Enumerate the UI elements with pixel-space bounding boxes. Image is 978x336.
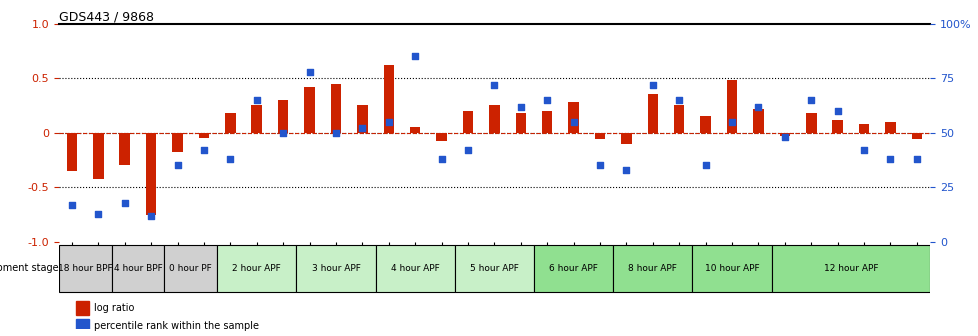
Point <box>222 156 238 162</box>
FancyBboxPatch shape <box>111 245 164 292</box>
Bar <box>76 319 89 333</box>
Point <box>460 148 475 153</box>
Text: GDS443 / 9868: GDS443 / 9868 <box>59 10 154 24</box>
Point <box>724 119 739 124</box>
Bar <box>331 84 341 133</box>
Point <box>196 148 211 153</box>
FancyBboxPatch shape <box>533 245 612 292</box>
Text: 10 hour APF: 10 hour APF <box>704 264 759 272</box>
Bar <box>410 127 420 133</box>
Point <box>354 126 370 131</box>
Bar <box>646 94 657 133</box>
Bar <box>568 102 578 133</box>
Text: 8 hour APF: 8 hour APF <box>628 264 677 272</box>
Point <box>512 104 528 109</box>
Point <box>882 156 898 162</box>
FancyBboxPatch shape <box>771 245 929 292</box>
Bar <box>278 100 289 133</box>
Bar <box>594 133 604 139</box>
Text: 12 hour APF: 12 hour APF <box>822 264 877 272</box>
Bar <box>251 106 262 133</box>
Bar <box>76 301 89 315</box>
Bar <box>489 106 499 133</box>
Bar <box>357 106 368 133</box>
Point <box>248 97 264 103</box>
FancyBboxPatch shape <box>376 245 455 292</box>
Text: 4 hour APF: 4 hour APF <box>390 264 439 272</box>
Bar <box>726 80 736 133</box>
Text: 4 hour BPF: 4 hour BPF <box>113 264 162 272</box>
Point <box>328 130 343 135</box>
FancyBboxPatch shape <box>296 245 376 292</box>
Bar <box>172 133 183 153</box>
Text: 5 hour APF: 5 hour APF <box>469 264 518 272</box>
Point <box>380 119 396 124</box>
Point <box>116 200 132 205</box>
FancyBboxPatch shape <box>59 245 111 292</box>
Text: 2 hour APF: 2 hour APF <box>232 264 281 272</box>
Point <box>169 163 185 168</box>
Bar <box>146 133 156 215</box>
Point <box>565 119 581 124</box>
Point <box>143 213 158 218</box>
Bar <box>119 133 130 165</box>
Bar <box>67 133 77 171</box>
FancyBboxPatch shape <box>455 245 533 292</box>
Point <box>645 82 660 87</box>
Point <box>90 211 106 216</box>
Point <box>777 134 792 140</box>
Point <box>909 156 924 162</box>
Point <box>829 108 845 114</box>
Bar <box>699 116 710 133</box>
FancyBboxPatch shape <box>164 245 217 292</box>
Point <box>433 156 449 162</box>
FancyBboxPatch shape <box>612 245 691 292</box>
Text: 0 hour PF: 0 hour PF <box>169 264 212 272</box>
FancyBboxPatch shape <box>691 245 771 292</box>
Bar <box>752 109 763 133</box>
Bar <box>542 111 552 133</box>
Point <box>539 97 555 103</box>
Bar <box>199 133 209 138</box>
Bar <box>620 133 631 144</box>
Bar <box>225 113 236 133</box>
Point <box>803 97 819 103</box>
Bar <box>884 122 895 133</box>
Bar <box>858 124 868 133</box>
Bar <box>436 133 446 141</box>
Point <box>592 163 607 168</box>
Text: log ratio: log ratio <box>94 303 134 313</box>
Text: 6 hour APF: 6 hour APF <box>549 264 598 272</box>
Bar <box>911 133 921 139</box>
Bar <box>383 65 394 133</box>
Bar <box>673 106 684 133</box>
Point <box>301 69 317 74</box>
Bar <box>778 133 789 136</box>
Point <box>671 97 687 103</box>
Point <box>407 53 422 59</box>
Bar <box>805 113 816 133</box>
Text: 18 hour BPF: 18 hour BPF <box>58 264 112 272</box>
Text: development stage: development stage <box>0 263 59 273</box>
Point <box>697 163 713 168</box>
Bar <box>304 87 315 133</box>
Text: 3 hour APF: 3 hour APF <box>311 264 360 272</box>
Bar <box>463 111 472 133</box>
Bar <box>93 133 104 179</box>
Point <box>486 82 502 87</box>
Text: percentile rank within the sample: percentile rank within the sample <box>94 321 258 331</box>
Point <box>856 148 871 153</box>
Point <box>64 202 79 207</box>
Bar <box>515 113 525 133</box>
FancyBboxPatch shape <box>217 245 296 292</box>
Bar <box>831 120 842 133</box>
Point <box>618 167 634 172</box>
Point <box>275 130 290 135</box>
Point <box>750 104 766 109</box>
